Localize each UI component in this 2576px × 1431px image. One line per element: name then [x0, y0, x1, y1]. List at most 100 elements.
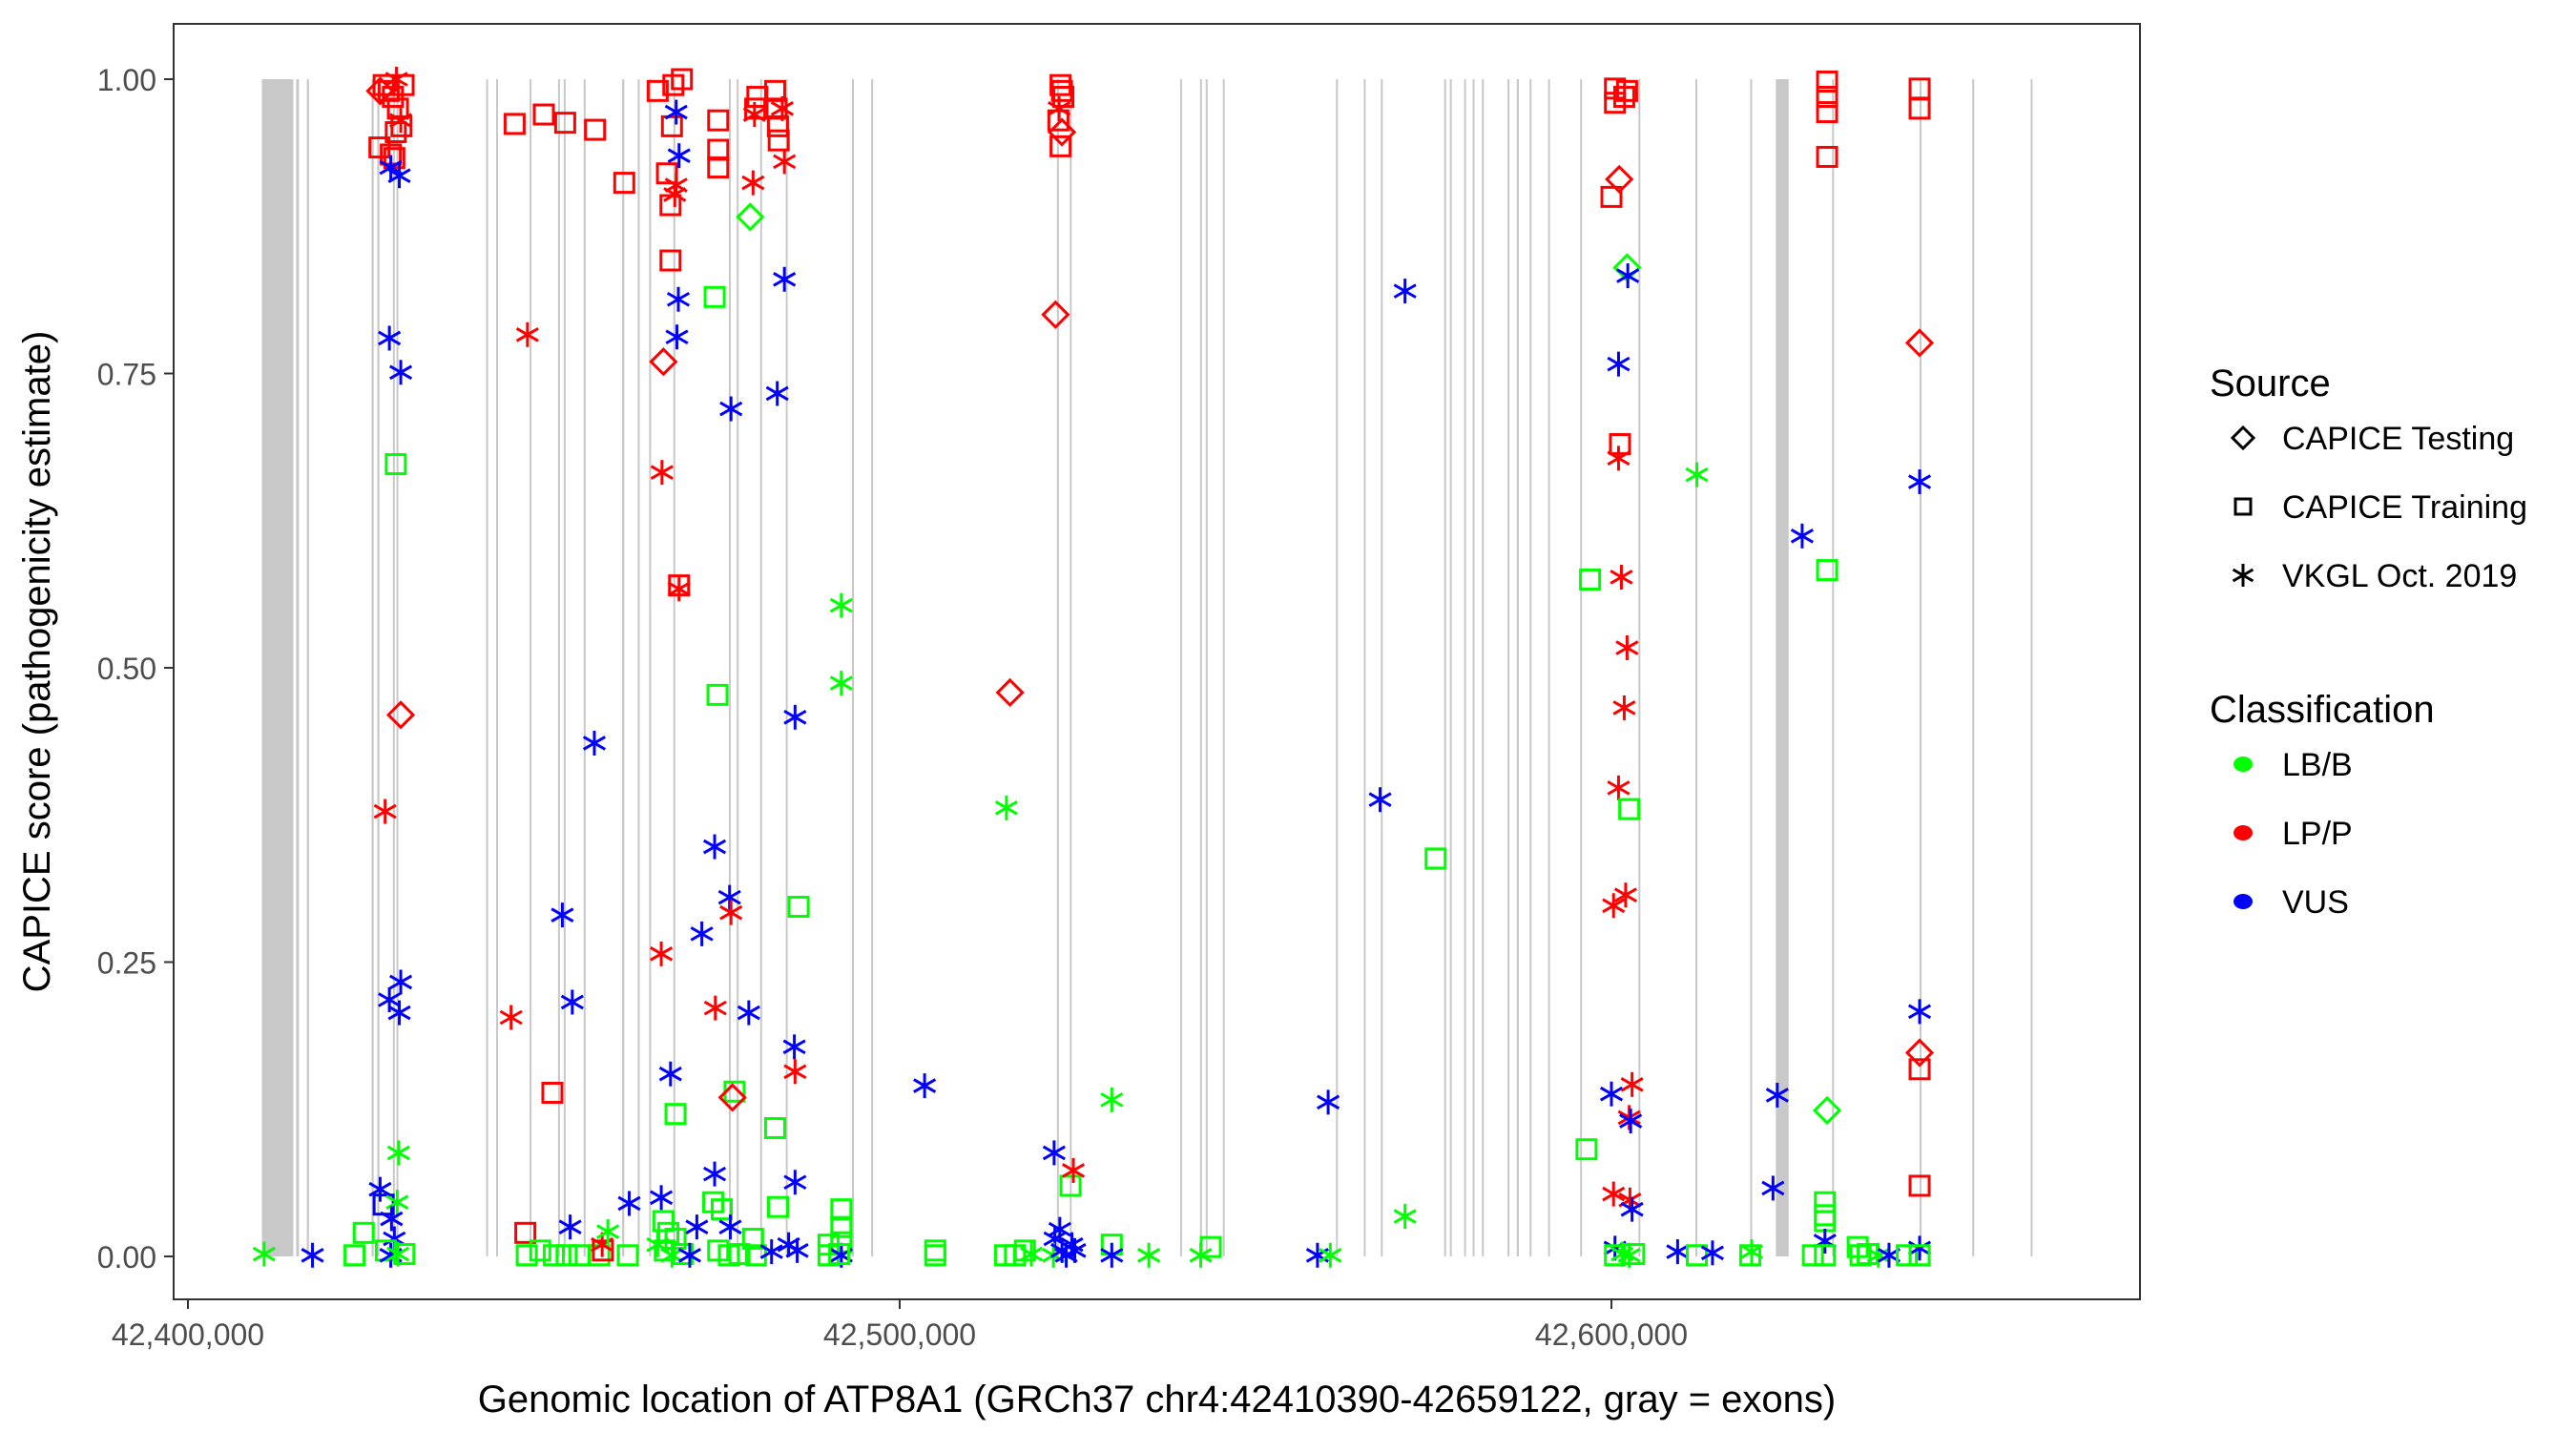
exon-band: [392, 79, 395, 1256]
point-square: [1579, 568, 1602, 591]
point-asterisk: [658, 1061, 682, 1087]
exon-band: [1516, 79, 1520, 1256]
point-square: [1814, 1204, 1837, 1227]
point-asterisk: [1305, 1242, 1329, 1268]
point-square: [741, 1227, 764, 1250]
point-asterisk: [582, 730, 607, 756]
point-square: [1814, 1210, 1837, 1233]
point-asterisk: [1048, 1216, 1071, 1242]
point-square: [384, 453, 407, 476]
point-asterisk: [252, 1241, 276, 1267]
point-square: [1908, 1174, 1931, 1197]
plot-panel-border: [173, 23, 2141, 1300]
y-tick-label: 0.50: [97, 652, 156, 686]
point-square: [503, 113, 526, 135]
point-asterisk: [1685, 462, 1709, 487]
exon-band: [530, 79, 532, 1256]
point-asterisk: [829, 671, 853, 696]
point-asterisk: [1100, 1087, 1124, 1112]
point-square: [1816, 70, 1839, 93]
exon-band: [1580, 79, 1583, 1256]
y-tick-label: 1.00: [97, 63, 156, 97]
point-asterisk: [1368, 787, 1392, 813]
point-asterisk: [387, 1000, 411, 1026]
data-points: [252, 67, 1935, 1268]
point-square: [1908, 97, 1931, 120]
point-square: [568, 1244, 591, 1267]
legend: Source CAPICE Testing CAPICE Training VKGL …: [2210, 363, 2527, 921]
point-asterisk: [1317, 1089, 1340, 1115]
exon-band: [1199, 79, 1202, 1256]
legend-item-label: VKGL Oct. 2019: [2282, 558, 2517, 594]
exon-band: [296, 79, 300, 1256]
exon-band: [1179, 79, 1182, 1256]
point-asterisk: [1042, 1140, 1066, 1166]
legend-item-label: LP/P: [2282, 816, 2353, 852]
point-square: [393, 1243, 416, 1266]
point-asterisk: [1602, 1181, 1626, 1207]
point-asterisk: [1048, 95, 1071, 121]
point-square: [787, 896, 810, 919]
point-square: [828, 1243, 851, 1266]
legend-title-source: Source: [2210, 363, 2331, 404]
point-asterisk: [773, 149, 797, 175]
point-square: [532, 103, 555, 126]
exon-band: [759, 79, 762, 1256]
point-asterisk: [1790, 523, 1814, 549]
point-asterisk: [690, 921, 714, 946]
point-asterisk: [388, 969, 413, 995]
point-asterisk: [783, 1170, 807, 1195]
point-asterisk: [719, 396, 743, 422]
point-asterisk: [1610, 564, 1633, 590]
point-square: [1816, 145, 1839, 168]
point-asterisk: [702, 1161, 727, 1187]
exon-band: [649, 79, 652, 1256]
x-axis-label: Genomic location of ATP8A1 (GRCh37 chr4:…: [478, 1379, 1836, 1421]
point-asterisk: [1137, 1242, 1161, 1268]
point-asterisk: [1100, 1242, 1124, 1268]
exon-band: [2030, 79, 2033, 1256]
point-asterisk: [1907, 1235, 1932, 1261]
point-asterisk: [1063, 1237, 1087, 1263]
point-square: [392, 73, 415, 96]
point-asterisk: [742, 102, 766, 128]
point-square: [659, 249, 682, 272]
exon-band: [1695, 79, 1698, 1256]
point-diamond: [1041, 300, 1070, 329]
point-square: [1618, 798, 1641, 820]
exon-band: [1507, 79, 1510, 1256]
point-asterisk: [1607, 351, 1631, 377]
point-square: [766, 114, 789, 137]
legend-color-dot-icon: [2233, 825, 2253, 840]
point-square: [830, 1198, 853, 1221]
legend-diamond-icon: [2230, 425, 2256, 451]
point-asterisk: [1612, 695, 1636, 720]
point-square: [584, 118, 607, 141]
exon-band: [1070, 79, 1072, 1256]
exon-band: [1972, 79, 1975, 1256]
legend-color-dot-icon: [2233, 894, 2253, 909]
point-asterisk: [617, 1191, 641, 1216]
x-tick-label: 42,500,000: [823, 1317, 976, 1352]
exon-band: [637, 79, 640, 1256]
point-square: [1908, 1244, 1931, 1267]
point-square: [763, 1116, 786, 1139]
point-asterisk: [1761, 1175, 1785, 1201]
point-asterisk: [913, 1073, 937, 1099]
exon-band: [622, 79, 625, 1256]
y-tick-label: 0.25: [97, 946, 156, 981]
point-square: [1615, 79, 1638, 102]
point-diamond: [1047, 117, 1077, 147]
point-asterisk: [388, 360, 413, 385]
exon-band: [1832, 79, 1835, 1256]
point-asterisk: [1739, 1239, 1764, 1265]
exon-band: [852, 79, 855, 1256]
point-asterisk: [1319, 1242, 1342, 1268]
point-square: [652, 1210, 675, 1233]
point-square: [1814, 1244, 1837, 1267]
point-asterisk: [665, 324, 689, 350]
point-asterisk: [1061, 1157, 1086, 1183]
point-diamond: [1812, 1095, 1842, 1126]
point-asterisk: [1620, 1196, 1644, 1222]
